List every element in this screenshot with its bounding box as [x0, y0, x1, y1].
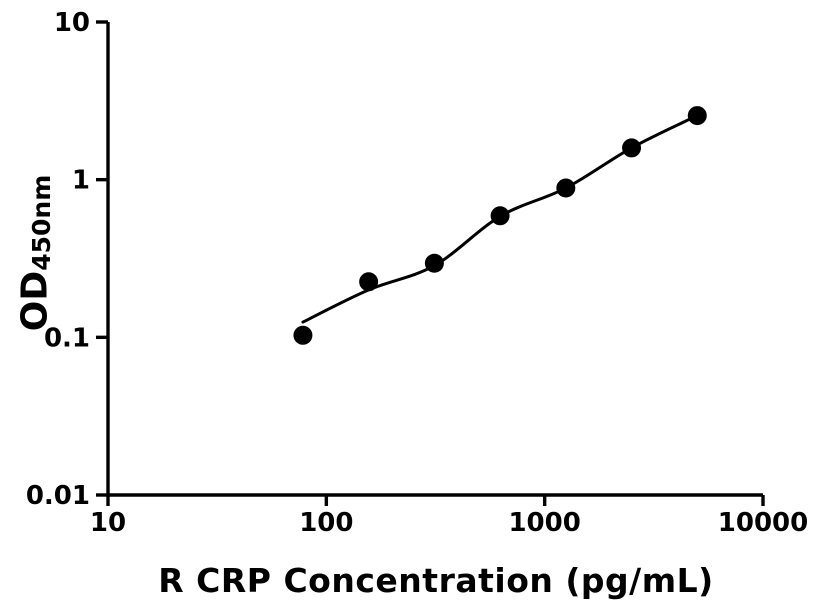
data-point-marker	[490, 206, 510, 226]
x-tick-label: 100	[299, 508, 353, 538]
y-tick-label: 1	[72, 166, 90, 196]
y-axis-title-main: OD	[14, 270, 56, 332]
data-point-marker	[556, 178, 576, 198]
y-tick-label: 0.01	[26, 481, 90, 511]
y-tick-label: 10	[54, 8, 90, 38]
x-tick-label: 10	[90, 508, 126, 538]
data-point-marker	[622, 138, 642, 158]
data-point-marker	[687, 106, 707, 126]
x-tick-label: 1000	[508, 508, 580, 538]
data-point-marker	[293, 325, 313, 345]
data-point-marker	[424, 253, 444, 273]
y-axis-title: OD450nm	[14, 175, 56, 332]
data-point-marker	[359, 272, 379, 292]
y-tick-label: 0.1	[44, 323, 90, 353]
x-axis-title: R CRP Concentration (pg/mL)	[158, 561, 714, 600]
x-tick-label: 10000	[718, 508, 808, 538]
y-axis-title-subscript: 450nm	[26, 174, 56, 271]
